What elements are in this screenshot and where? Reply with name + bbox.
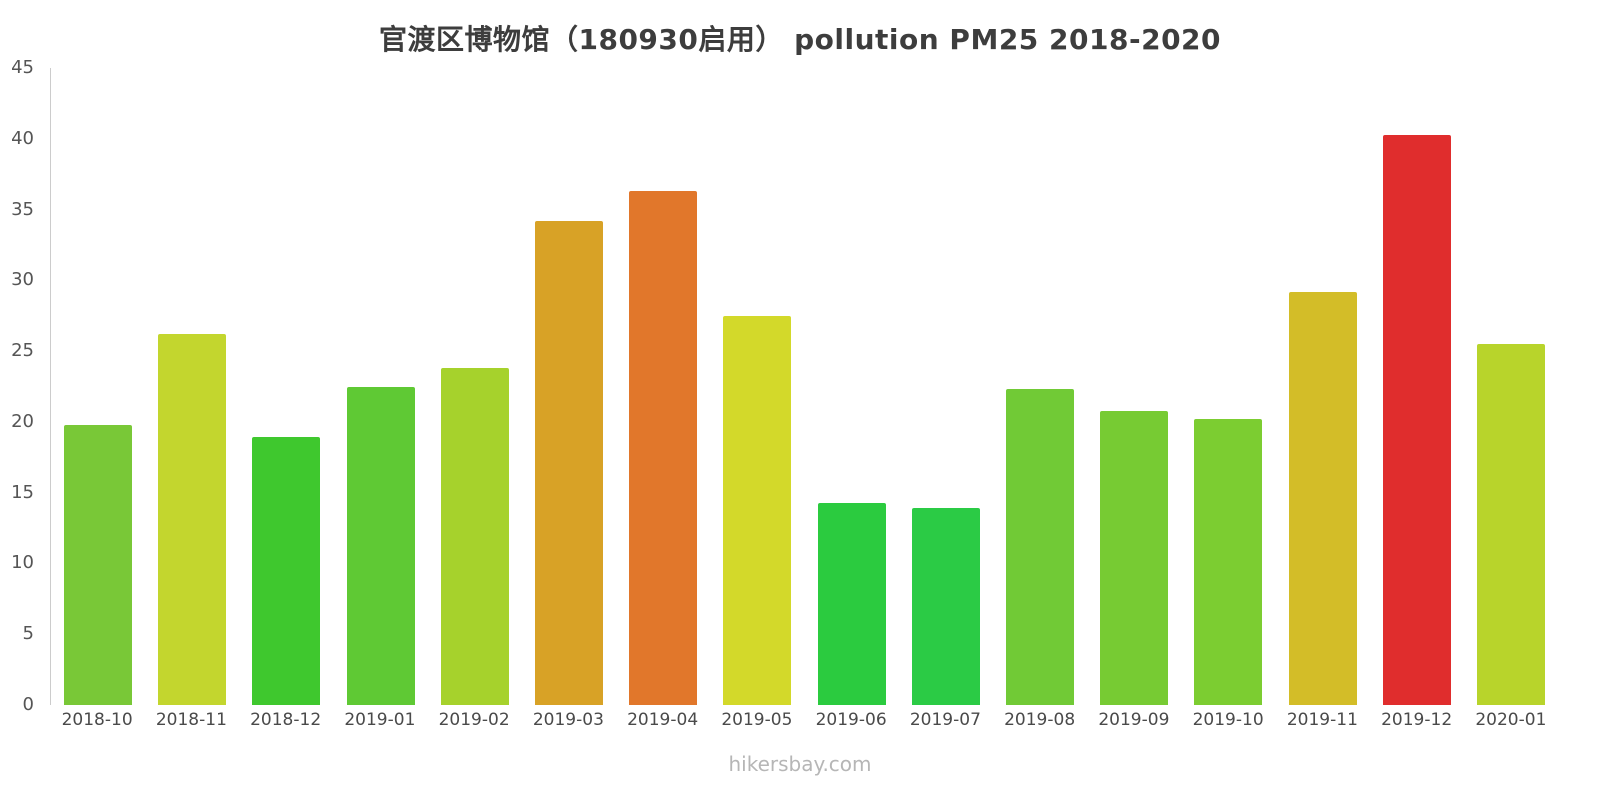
x-tick-label: 2018-12 <box>250 710 322 730</box>
bar-2019-07 <box>911 508 980 705</box>
bar-2019-12 <box>1382 134 1451 705</box>
footer-watermark: hikersbay.com <box>728 752 872 776</box>
x-tick-label: 2019-07 <box>909 710 981 730</box>
x-tick-label: 2019-08 <box>1004 710 1076 730</box>
bar-slot <box>993 68 1087 705</box>
y-tick-label: 40 <box>11 127 34 149</box>
bar-slot <box>1464 68 1558 705</box>
bar-slot <box>805 68 899 705</box>
bar-slot <box>428 68 522 705</box>
x-tick-label: 2019-09 <box>1098 710 1170 730</box>
y-tick-label: 5 <box>22 623 34 645</box>
bar-slot <box>616 68 710 705</box>
bar-slot <box>334 68 428 705</box>
bar-slot <box>522 68 616 705</box>
bar-2019-01 <box>346 386 415 705</box>
bar-2019-08 <box>1005 389 1074 705</box>
y-tick-label: 45 <box>11 57 34 78</box>
chart-title: 官渡区博物馆（180930启用） pollution PM25 2018-202… <box>378 23 1222 56</box>
bar-slot <box>899 68 993 705</box>
y-tick-label: 25 <box>11 340 34 362</box>
y-tick-label: 15 <box>11 481 34 503</box>
x-tick-label: 2019-05 <box>721 710 793 730</box>
bar-2019-03 <box>535 220 604 705</box>
x-tick-label: 2019-01 <box>344 710 416 730</box>
y-tick-label: 30 <box>11 269 34 291</box>
x-tick-label: 2019-03 <box>532 710 604 730</box>
x-tick-label: 2019-04 <box>627 710 699 730</box>
y-tick-label: 35 <box>11 198 34 220</box>
x-tick-label: 2019-11 <box>1286 710 1358 730</box>
bar-2019-06 <box>817 502 886 705</box>
bar-slot <box>51 68 145 705</box>
bar-2019-10 <box>1194 419 1263 705</box>
bar-slot <box>1181 68 1275 705</box>
bar-2020-01 <box>1476 344 1545 705</box>
bar-slot <box>1087 68 1181 705</box>
y-tick-label: 20 <box>11 410 34 432</box>
plot-wrap <box>50 68 1558 705</box>
x-tick-label: 2020-01 <box>1475 710 1547 730</box>
bar-2019-04 <box>629 191 698 705</box>
x-tick-label: 2019-02 <box>438 710 510 730</box>
bar-2019-05 <box>723 315 792 705</box>
bar-slot <box>1370 68 1464 705</box>
plot-area <box>50 68 1558 705</box>
bar-2019-02 <box>440 368 509 705</box>
x-tick-label: 2018-11 <box>155 710 227 730</box>
bar-slot <box>145 68 239 705</box>
y-axis: 0 5 10 15 20 25 30 35 40 45 <box>0 59 42 714</box>
x-tick-label: 2018-10 <box>61 710 133 730</box>
bar-slot <box>1275 68 1369 705</box>
bar-2019-11 <box>1288 291 1357 705</box>
bar-slot <box>710 68 804 705</box>
y-tick-label: 10 <box>11 552 34 574</box>
x-tick-label: 2019-10 <box>1192 710 1264 730</box>
x-tick-label: 2019-06 <box>815 710 887 730</box>
bar-2018-12 <box>252 437 321 705</box>
bars-container <box>51 68 1558 705</box>
bar-2018-10 <box>64 424 133 705</box>
bar-2019-09 <box>1100 410 1169 705</box>
bar-2018-11 <box>158 334 227 705</box>
x-axis: 2018-10 2018-11 2018-12 2019-01 2019-02 2019-… <box>50 710 1558 730</box>
y-tick-label: 0 <box>22 694 34 715</box>
x-tick-label: 2019-12 <box>1381 710 1453 730</box>
bar-slot <box>239 68 333 705</box>
